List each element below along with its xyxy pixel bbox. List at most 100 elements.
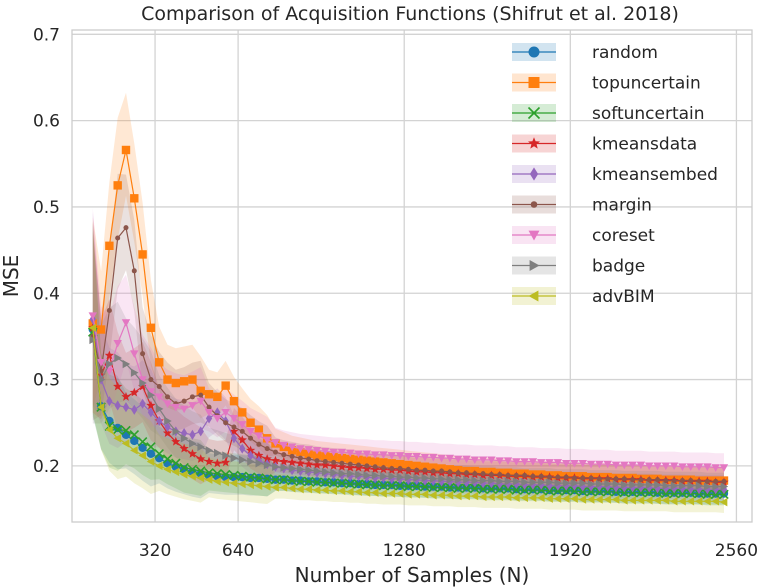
point-margin [331,459,337,465]
point-advBIM [512,493,520,503]
point-margin [688,478,694,484]
point-softuncertain [561,486,571,496]
legend-label-kmeansdata: kmeansdata [592,135,697,155]
point-badge [330,468,338,477]
point-advBIM [561,494,570,503]
legend-marker-coreset [528,230,540,241]
point-topuncertain [171,378,181,388]
point-coreset [520,458,529,466]
y-tick-label: 0.3 [33,371,60,391]
point-softuncertain [386,480,397,491]
point-kmeansdata [295,458,305,468]
point-softuncertain [303,476,314,487]
point-softuncertain [204,468,214,478]
point-advBIM [321,485,329,495]
point-coreset [711,464,720,472]
point-coreset [88,312,97,320]
point-coreset [553,459,563,467]
point-badge [147,390,156,400]
point-badge [238,455,247,465]
point-topuncertain [96,325,106,334]
point-softuncertain [262,474,272,484]
point-margin [181,398,187,404]
point-coreset [370,451,380,459]
point-badge [521,478,529,487]
point-margin [256,441,262,447]
point-badge [122,359,131,369]
point-margin [663,478,669,484]
point-badge [371,471,380,480]
point-margin [704,478,710,484]
point-topuncertain [163,375,172,384]
x-tick-label: 320 [139,541,171,561]
point-softuncertain [171,458,181,469]
legend-label-kmeansembed: kmeansembed [592,165,718,185]
point-softuncertain [146,442,156,452]
legend-label-topuncertain: topuncertain [592,74,701,94]
point-badge [413,473,421,483]
y-tick-label: 0.7 [33,25,60,45]
point-coreset [512,458,521,466]
point-kmeansembed [579,481,586,492]
point-margin [630,477,636,483]
point-kmeansdata [212,458,222,468]
point-coreset [620,461,629,470]
point-advBIM [238,479,246,489]
point-topuncertain [337,453,347,463]
legend-marker-kmeansdata [528,137,540,149]
point-badge [288,464,297,473]
point-topuncertain [412,461,421,471]
point-kmeansembed [513,478,520,490]
point-softuncertain [212,468,223,479]
legend-marker-badge [529,260,540,271]
point-kmeansdata [129,387,139,397]
point-softuncertain [254,473,264,483]
point-softuncertain [129,430,140,440]
point-kmeansembed [197,426,204,437]
point-advBIM [495,492,504,502]
point-margin [596,476,602,482]
point-kmeansembed [230,433,238,444]
point-softuncertain [636,487,646,498]
point-advBIM [653,496,661,505]
point-margin [505,472,511,478]
point-margin [513,472,519,478]
point-margin [439,468,445,474]
point-advBIM [171,467,180,477]
point-coreset [653,462,662,471]
point-badge [255,459,264,468]
point-kmeansdata [162,428,173,437]
point-advBIM [445,491,454,500]
point-badge [205,446,214,455]
point-softuncertain [503,484,513,494]
point-badge [172,427,181,436]
point-advBIM [686,497,695,506]
point-kmeansembed [247,450,254,461]
point-kmeansdata [196,454,206,463]
point-topuncertain [429,463,438,472]
point-topuncertain [196,386,205,395]
point-badge [313,466,322,476]
point-kmeansdata [304,459,314,469]
markers-softuncertain [87,327,729,500]
point-softuncertain [553,486,563,496]
point-margin [380,465,386,471]
point-kmeansembed [156,415,163,427]
point-coreset [503,457,513,465]
point-coreset [213,415,222,423]
point-advBIM [395,489,404,498]
point-badge [97,375,106,384]
point-coreset [470,456,480,465]
point-softuncertain [137,436,148,447]
point-topuncertain [238,408,247,417]
x-tick-label: 2560 [715,541,758,561]
point-softuncertain [195,466,206,476]
point-badge [139,378,147,388]
x-tick-labels: 320 640 1280 1920 2560 [139,541,758,561]
point-coreset [221,409,230,417]
point-advBIM [179,470,188,479]
markers-margin [90,225,727,484]
point-margin [447,469,453,475]
point-badge [679,481,687,490]
point-coreset [669,462,679,471]
